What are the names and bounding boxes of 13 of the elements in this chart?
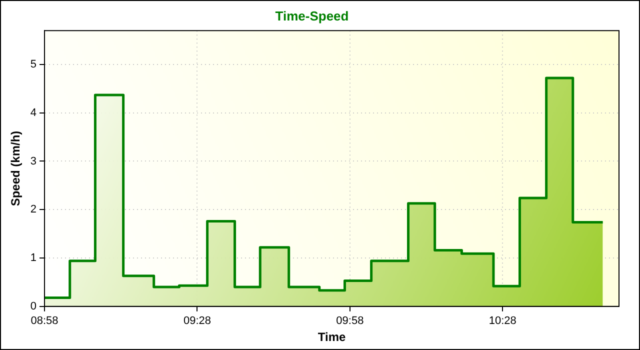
y-tick-label: 5 bbox=[30, 58, 37, 70]
y-tick-label: 0 bbox=[30, 300, 37, 312]
y-tick-label: 2 bbox=[30, 204, 37, 216]
y-tick-label: 1 bbox=[30, 252, 37, 264]
x-tick-label: 09:28 bbox=[183, 315, 211, 328]
x-tick-label: 09:58 bbox=[336, 315, 364, 328]
x-axis-title: Time bbox=[318, 330, 346, 344]
x-tick-label: 08:58 bbox=[30, 315, 58, 328]
y-tick-label: 3 bbox=[30, 155, 37, 168]
x-tick-label: 10:28 bbox=[488, 315, 516, 328]
y-tick-label: 4 bbox=[30, 106, 37, 119]
chart-title: Time-Speed bbox=[275, 8, 349, 24]
y-axis-title: Speed (km/h) bbox=[8, 130, 23, 206]
